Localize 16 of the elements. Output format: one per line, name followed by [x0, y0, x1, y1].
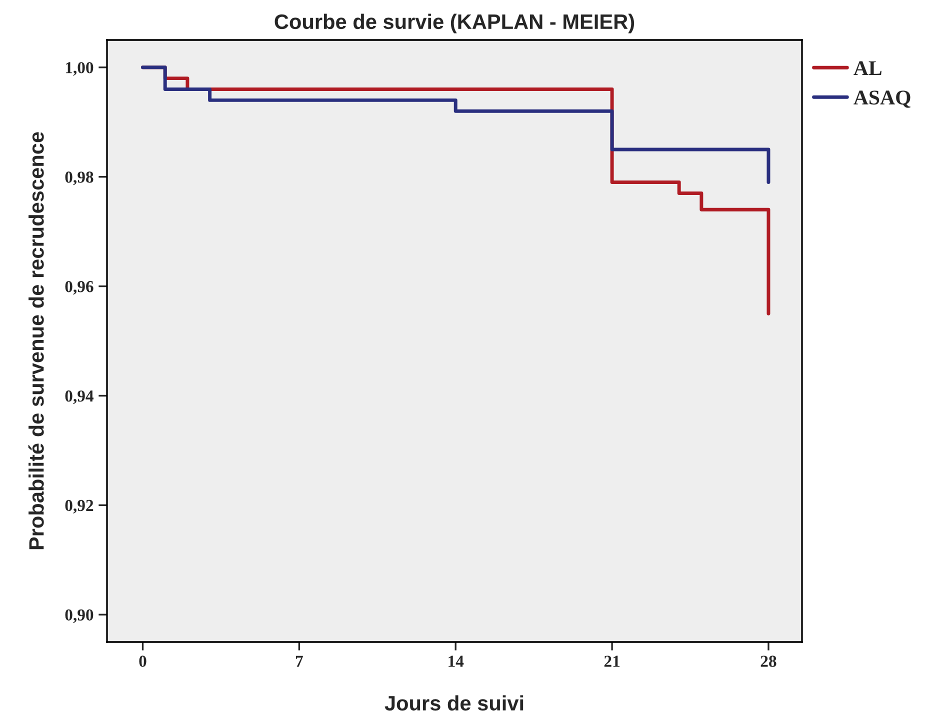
- y-tick-label: 0,94: [65, 390, 94, 404]
- x-tick-label: 7: [296, 656, 303, 667]
- x-tick-label: 0: [139, 656, 146, 667]
- y-tick-label: 1,00: [66, 62, 94, 76]
- y-tick-label: 0,98: [65, 172, 94, 186]
- x-tick-label: 14: [448, 656, 464, 667]
- legend-label: ASAQ: [854, 90, 910, 108]
- chart-title: Courbe de survie (KAPLAN - MEIER): [274, 14, 634, 34]
- y-tick-label: 0,96: [65, 280, 94, 295]
- x-tick-label: 21: [604, 656, 620, 667]
- legend-label: AL: [854, 61, 882, 75]
- y-axis-title: Probabilité de survenue de recrudescence: [28, 132, 44, 550]
- y-tick-label: 0,92: [65, 500, 94, 514]
- y-tick-label: 0,90: [65, 609, 94, 623]
- x-tick-label: 28: [760, 656, 776, 667]
- x-axis-title: Jours de suivi: [384, 695, 524, 711]
